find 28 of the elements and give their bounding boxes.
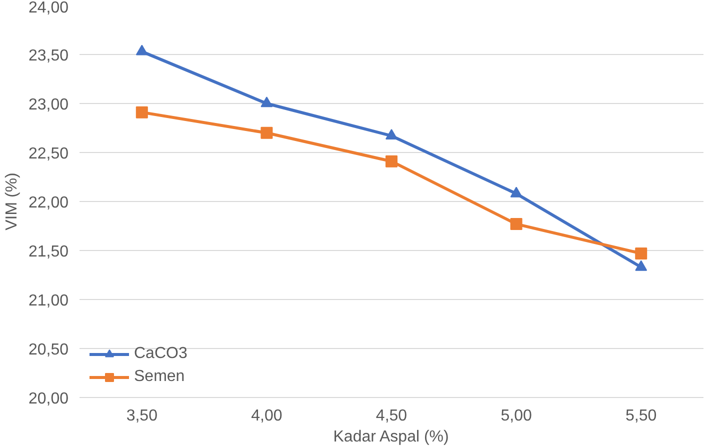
point <box>386 155 398 168</box>
point <box>136 44 148 56</box>
point <box>260 96 273 108</box>
x-tick-label: 5,00 <box>500 408 532 424</box>
y-tick-label: 20,00 <box>28 390 69 408</box>
y-tick-label: 22,50 <box>28 146 69 162</box>
y-tick-label: 22,00 <box>28 194 69 212</box>
x-tick-label: 4,00 <box>251 408 282 424</box>
point <box>136 106 148 118</box>
point <box>386 128 398 140</box>
legend-label: CaCO3 <box>134 345 188 363</box>
point <box>635 247 648 260</box>
legend-label: Semen <box>134 368 185 386</box>
y-tick-label: 21,50 <box>28 244 69 260</box>
point <box>635 260 648 271</box>
x-tick-label: 5,50 <box>626 408 657 424</box>
x-tick-label: 3,50 <box>126 408 158 424</box>
y-tick-label: 20,50 <box>28 342 69 358</box>
point <box>510 218 522 230</box>
x-tick-label: 4,50 <box>376 408 408 424</box>
y-tick-label: 24,00 <box>28 0 69 16</box>
point <box>510 186 522 198</box>
y-tick-label: 21,00 <box>28 292 69 310</box>
point <box>260 126 273 139</box>
x-axis-title: Kadar Aspal (%) <box>333 428 449 446</box>
y-tick-label: 23,00 <box>28 96 69 114</box>
y-axis-title: VIM (%) <box>3 172 20 230</box>
y-tick-label: 23,50 <box>28 48 69 64</box>
